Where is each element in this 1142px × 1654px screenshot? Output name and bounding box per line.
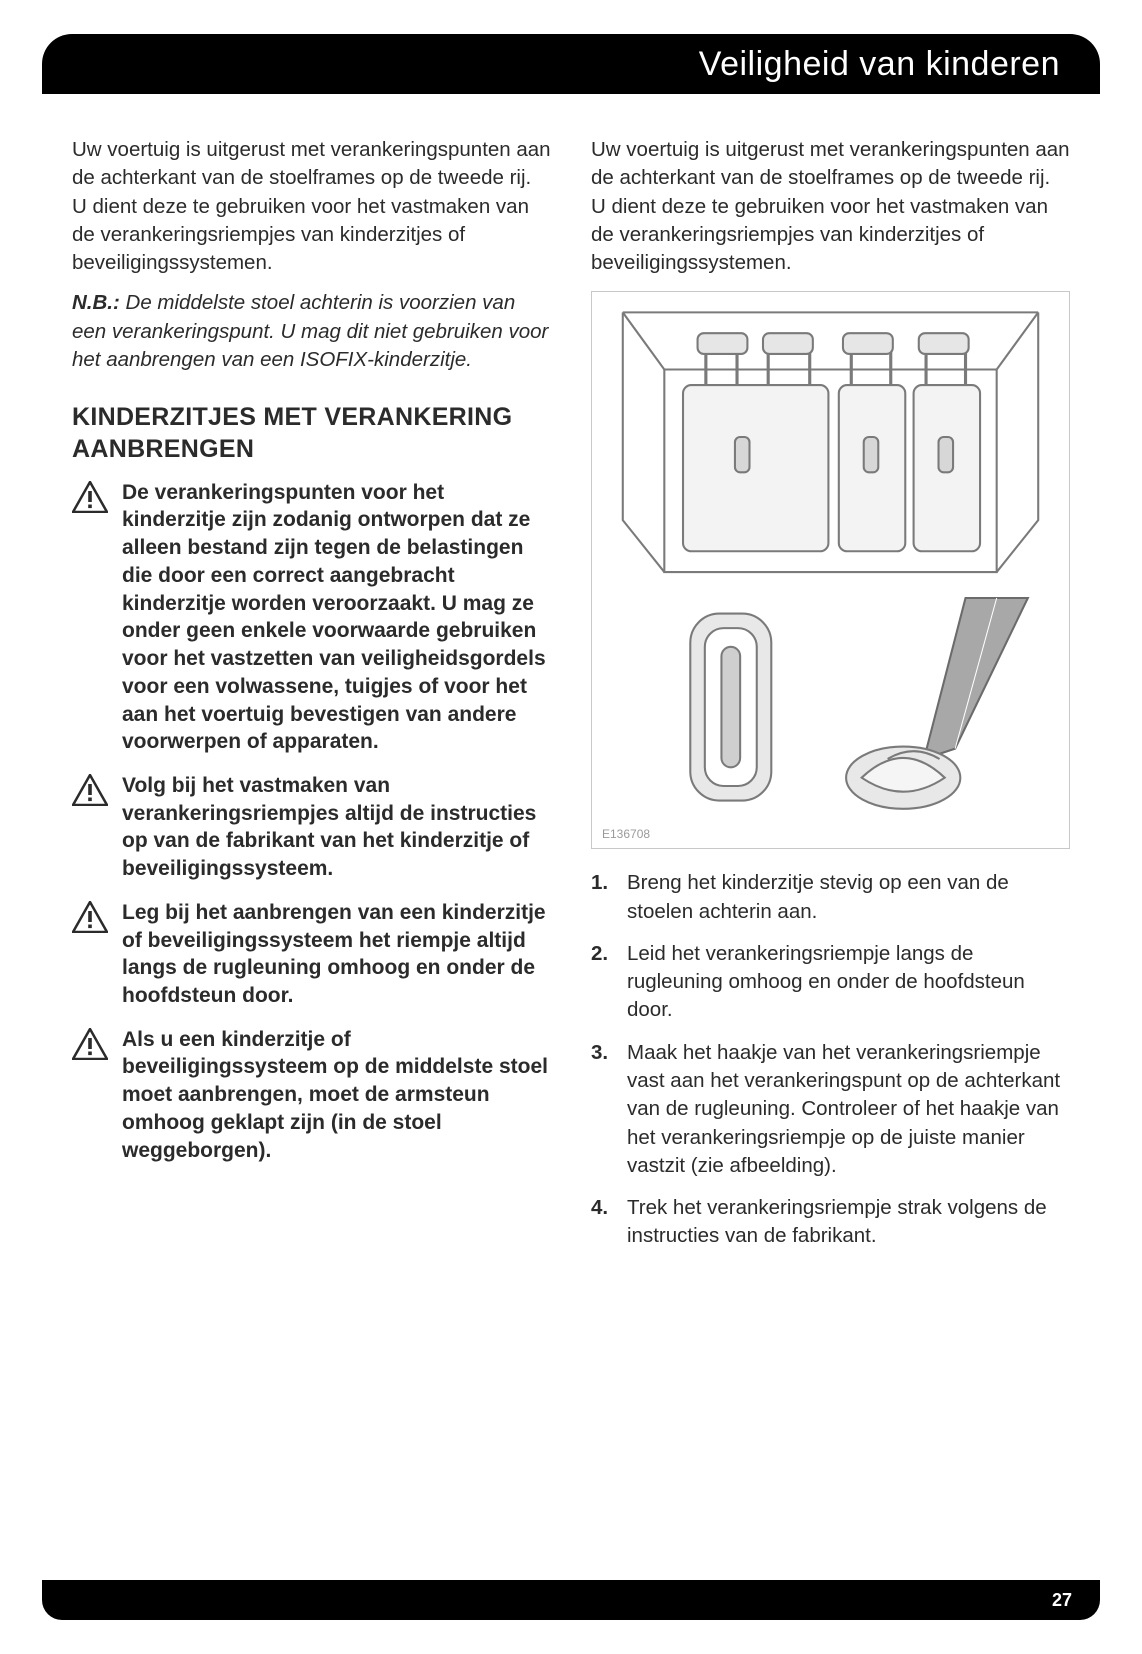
header-bar: Veiligheid van kinderen [42, 34, 1100, 94]
step-text: Maak het haakje van het verankeringsriem… [627, 1039, 1070, 1180]
warning-icon [72, 774, 108, 806]
content-area: Uw voertuig is uitgerust met verankering… [72, 136, 1070, 1544]
intro-paragraph-right: Uw voertuig is uitgerust met verankering… [591, 136, 1070, 277]
step-text: Trek het verankeringsriempje strak volge… [627, 1194, 1070, 1251]
list-item: 1. Breng het kinderzitje stevig op een v… [591, 869, 1070, 926]
step-text: Breng het kinderzitje stevig op een van … [627, 869, 1070, 926]
footer-bar: 27 [42, 1580, 1100, 1620]
warning-icon [72, 481, 108, 513]
section-heading: KINDERZITJES MET VERANKERING AANBRENGEN [72, 402, 551, 465]
warning-block: Leg bij het aanbrengen van een kinderzit… [72, 899, 551, 1010]
warning-icon [72, 1028, 108, 1060]
step-number: 3. [591, 1039, 613, 1180]
page-title: Veiligheid van kinderen [699, 45, 1060, 84]
step-number: 1. [591, 869, 613, 926]
left-column: Uw voertuig is uitgerust met verankering… [72, 136, 551, 1544]
warning-text: De verankeringspunten voor het kinderzit… [122, 479, 551, 756]
step-text: Leid het verankeringsriempje langs de ru… [627, 940, 1070, 1025]
warning-text: Leg bij het aanbrengen van een kinderzit… [122, 899, 551, 1010]
step-number: 2. [591, 940, 613, 1025]
list-item: 2. Leid het verankeringsriempje langs de… [591, 940, 1070, 1025]
figure-container: E136708 [591, 291, 1070, 849]
warning-block: Volg bij het vastmaken van verankeringsr… [72, 772, 551, 883]
nb-label: N.B.: [72, 291, 120, 314]
steps-list: 1. Breng het kinderzitje stevig op een v… [591, 869, 1070, 1250]
warning-icon [72, 901, 108, 933]
nb-note: N.B.: De middelste stoel achterin is voo… [72, 289, 551, 374]
anchor-diagram [602, 302, 1059, 821]
step-number: 4. [591, 1194, 613, 1251]
warning-block: De verankeringspunten voor het kinderzit… [72, 479, 551, 756]
warning-block: Als u een kinderzitje of beveiligingssys… [72, 1026, 551, 1165]
warning-text: Als u een kinderzitje of beveiligingssys… [122, 1026, 551, 1165]
intro-paragraph: Uw voertuig is uitgerust met verankering… [72, 136, 551, 277]
figure-caption: E136708 [602, 826, 1059, 843]
right-column: Uw voertuig is uitgerust met verankering… [591, 136, 1070, 1544]
list-item: 4. Trek het verankeringsriempje strak vo… [591, 1194, 1070, 1251]
nb-text: De middelste stoel achterin is voorzien … [72, 291, 548, 371]
page-number: 27 [1052, 1590, 1072, 1611]
list-item: 3. Maak het haakje van het verankeringsr… [591, 1039, 1070, 1180]
warning-text: Volg bij het vastmaken van verankeringsr… [122, 772, 551, 883]
